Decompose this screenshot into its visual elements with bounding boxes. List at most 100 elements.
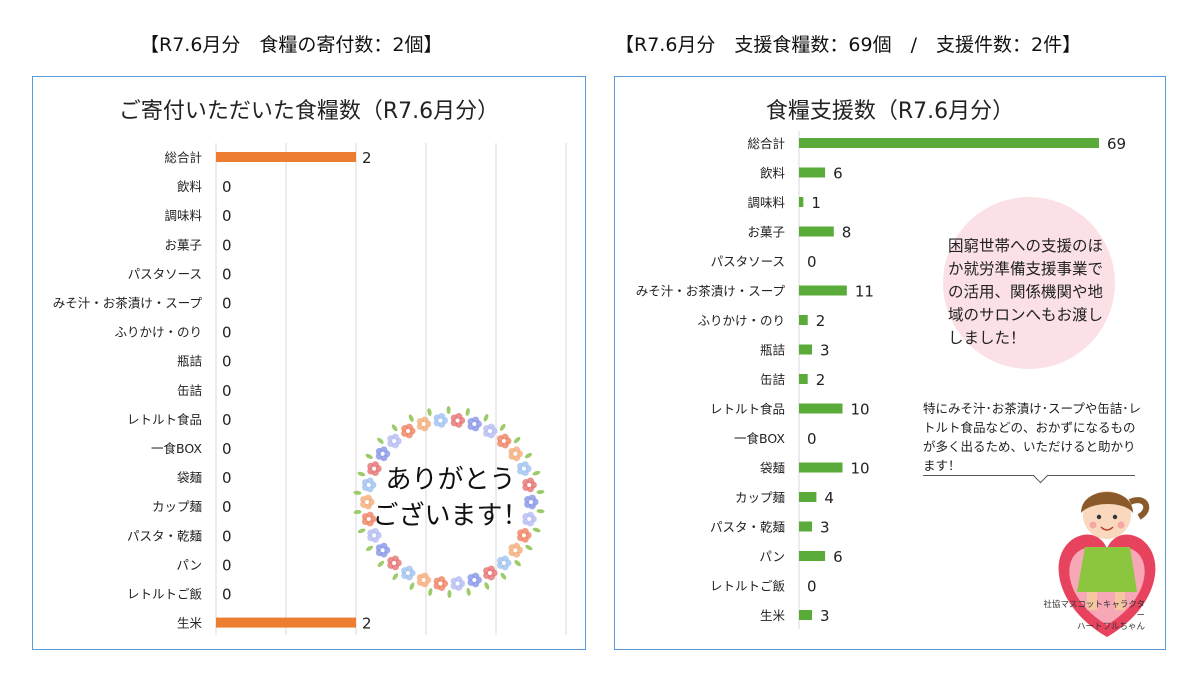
data-label: 2	[362, 149, 372, 167]
flower	[483, 565, 498, 581]
category-label: 一食BOX	[734, 431, 785, 446]
donation-chart-panel: ご寄付いただいた食糧数（R7.6月分） 総合計 2 飲料 0 調味料 0 お菓子 0 パスタソー…	[32, 76, 586, 650]
flower	[467, 572, 482, 588]
bar	[799, 521, 813, 532]
category-label: 総合計	[747, 136, 785, 151]
data-label: 3	[820, 342, 830, 360]
leaf	[377, 437, 384, 444]
mascot-caption-line-2: ハートフルちゃん	[1076, 622, 1145, 632]
category-label: お菓子	[747, 225, 785, 240]
leaf	[536, 509, 545, 514]
leaf	[428, 588, 433, 597]
category-label: 袋麺	[760, 461, 785, 476]
data-label: 4	[824, 489, 834, 507]
flower	[367, 461, 382, 477]
leaf	[409, 582, 415, 590]
category-label: 袋麺	[177, 470, 202, 485]
category-label: 瓶詰	[177, 354, 202, 369]
data-label: 0	[222, 324, 232, 342]
donation-chart-title: ご寄付いただいた食糧数（R7.6月分）	[118, 99, 500, 124]
flower	[433, 413, 449, 428]
category-label: ふりかけ・のり	[697, 313, 785, 328]
flower	[450, 413, 466, 428]
flower	[375, 542, 391, 558]
leaf	[391, 424, 398, 432]
leaf	[353, 490, 362, 495]
category-label: カップ麺	[152, 499, 202, 514]
bar	[799, 138, 1099, 148]
leaf	[446, 406, 451, 415]
bar	[216, 617, 356, 628]
leaf	[484, 582, 490, 590]
mascot-caption: 社協マスコットキャラクター ハートフルちゃん	[1035, 600, 1145, 633]
flower	[517, 461, 532, 477]
category-label: 総合計	[164, 150, 202, 165]
category-label: ふりかけ・のり	[114, 325, 202, 340]
flower	[522, 477, 537, 493]
note-underline	[923, 475, 1135, 476]
leaf	[447, 589, 452, 598]
bar	[799, 285, 847, 296]
category-label: みそ汁・お茶漬け・スープ	[53, 296, 203, 311]
data-label: 8	[842, 224, 852, 242]
thanks-line-1: ありがとう	[385, 465, 516, 495]
thanks-message: ありがとう ございます！	[358, 462, 543, 534]
data-label: 0	[222, 556, 232, 574]
leaf	[532, 527, 541, 533]
flower	[416, 416, 432, 432]
data-label: 0	[222, 586, 232, 604]
bar	[799, 226, 834, 237]
category-label: 生米	[760, 608, 786, 623]
data-label: 0	[222, 353, 232, 371]
flower	[433, 576, 449, 591]
category-label: パン	[176, 557, 202, 572]
leaf	[357, 528, 366, 534]
flower-wreath-image	[353, 406, 545, 598]
category-label: レトルトご飯	[127, 587, 203, 602]
flower	[360, 494, 375, 510]
leaf	[514, 560, 521, 567]
category-label: 瓶詰	[760, 343, 785, 358]
category-label: 調味料	[747, 195, 785, 210]
data-label: 2	[362, 615, 372, 633]
flower	[524, 494, 539, 510]
right-heading: 【R7.6月分 支援食糧数：69個 / 支援件数：2件】	[615, 34, 1082, 56]
bar	[799, 315, 808, 325]
data-label: 10	[850, 460, 869, 478]
leaf	[365, 453, 373, 460]
data-label: 0	[222, 498, 232, 516]
data-label: 6	[833, 165, 843, 183]
category-label: カップ麺	[735, 490, 785, 505]
category-label: 一食BOX	[151, 441, 202, 456]
data-label: 0	[807, 253, 817, 271]
leaf	[500, 572, 507, 580]
category-label: レトルト食品	[710, 402, 785, 417]
category-label: パスタソース	[128, 266, 202, 281]
category-label: お菓子	[164, 237, 202, 252]
data-label: 2	[816, 371, 826, 389]
data-label: 0	[222, 265, 232, 283]
leaf	[357, 471, 366, 477]
flower	[367, 527, 382, 543]
info-bubble	[943, 197, 1115, 369]
data-label: 0	[807, 430, 817, 448]
category-label: パスタソース	[711, 254, 785, 269]
category-label: レトルトご飯	[710, 579, 786, 594]
leaf	[465, 407, 470, 416]
flower	[522, 511, 537, 527]
category-label: 生米	[177, 616, 203, 631]
thanks-line-2: ございます！	[372, 501, 529, 531]
bar	[799, 462, 843, 473]
data-label: 0	[222, 469, 232, 487]
support-chart-panel: 食糧支援数（R7.6月分） 総合計 69 飲料 6 調味料 1 お菓子 8 パスタソース 0 みそ汁…	[614, 76, 1166, 650]
flower	[401, 565, 416, 581]
category-label: レトルト食品	[127, 412, 202, 427]
data-label: 0	[222, 411, 232, 429]
bar	[799, 403, 843, 414]
data-label: 10	[850, 401, 869, 419]
flower	[508, 446, 523, 462]
flower	[361, 511, 377, 527]
category-label: パン	[759, 549, 785, 564]
leaf	[499, 423, 506, 431]
data-label: 0	[222, 295, 232, 313]
